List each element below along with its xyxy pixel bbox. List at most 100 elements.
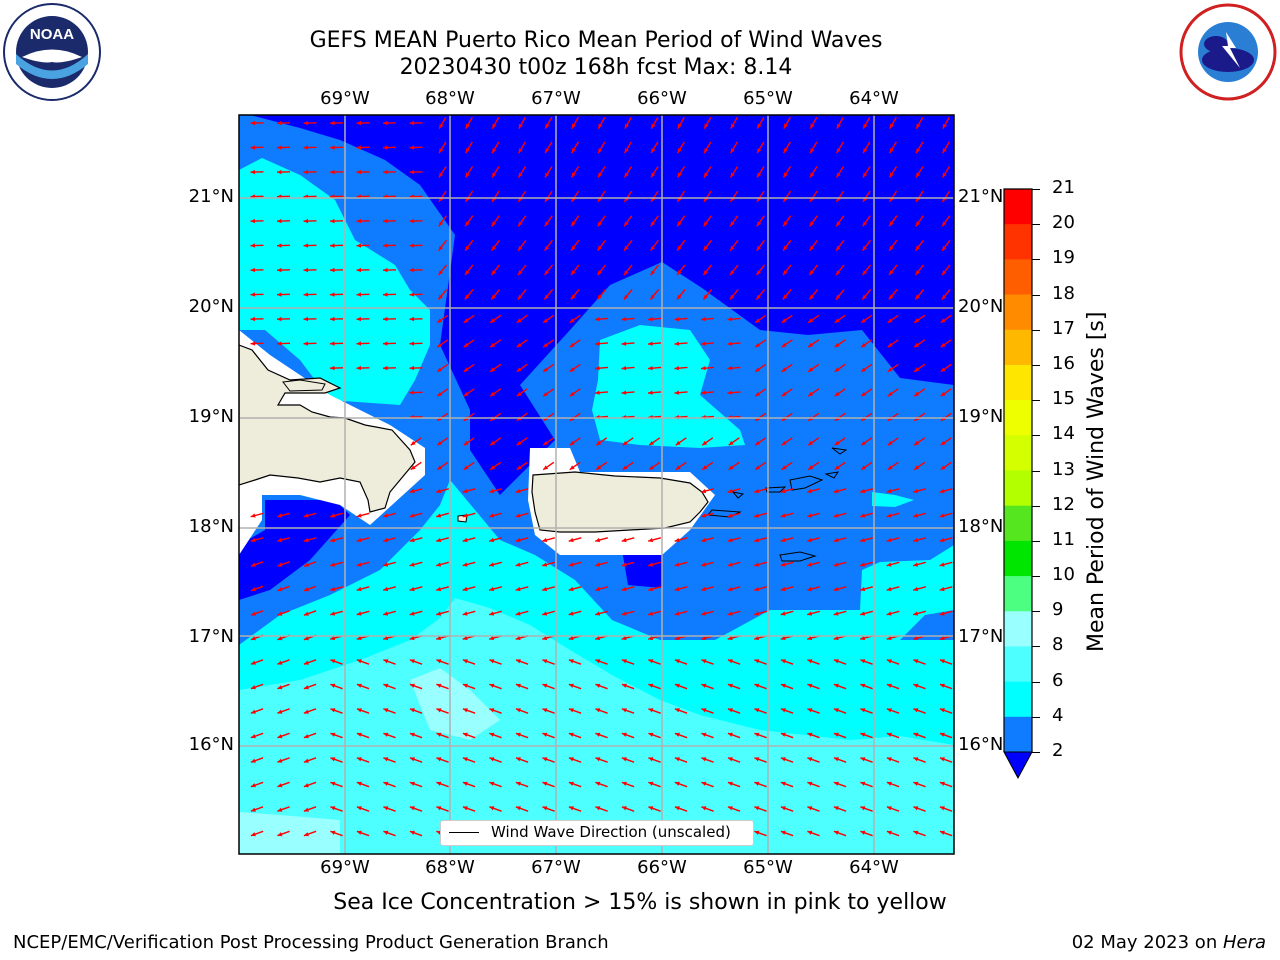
- wave-direction-arrowhead: [913, 488, 919, 494]
- wave-direction-arrowhead: [674, 635, 680, 641]
- colorbar-label: Mean Period of Wind Waves [s]: [1084, 311, 1109, 652]
- wave-direction-arrowhead: [490, 318, 496, 323]
- wave-direction-arrowhead: [489, 708, 495, 713]
- wave-direction-arrowhead: [303, 587, 309, 592]
- wave-direction-arrowhead: [409, 635, 415, 641]
- wave-direction-arrowhead: [913, 683, 919, 688]
- colorbar-tick-label: 8: [1052, 634, 1064, 656]
- land-islet: [831, 447, 848, 455]
- wave-direction-arrowhead: [650, 294, 655, 300]
- wave-direction-arrowhead: [409, 611, 415, 616]
- wave-direction-arrowhead: [886, 537, 892, 543]
- wave-direction-arrowhead: [515, 757, 521, 762]
- wave-direction-arrowhead: [303, 611, 309, 616]
- wave-direction-arrowhead: [489, 781, 495, 786]
- wave-direction-arrowhead: [436, 683, 442, 688]
- wave-direction-arrowhead: [727, 366, 733, 371]
- wave-direction-arrowhead: [383, 659, 389, 664]
- wave-direction-arrowhead: [517, 294, 523, 300]
- wave-direction-arrowhead: [462, 611, 468, 616]
- wave-direction-arrowhead: [782, 294, 788, 300]
- wave-direction-arrowhead: [836, 148, 841, 154]
- colorbar-segment: [1004, 189, 1032, 225]
- wave-direction-arrowhead: [330, 513, 336, 518]
- wave-direction-arrowhead: [595, 659, 601, 664]
- wave-direction-arrowhead: [356, 120, 362, 126]
- wave-direction-arrowhead: [834, 342, 840, 348]
- colorbar-under-triangle: [1003, 751, 1033, 780]
- wave-direction-arrowhead: [624, 221, 629, 227]
- wave-direction-arrowhead: [624, 245, 629, 251]
- wave-direction-arrowhead: [783, 172, 788, 178]
- wave-direction-arrowhead: [861, 318, 867, 323]
- chart-title-line2: 20230430 t00z 168h fcst Max: 8.14: [399, 55, 793, 80]
- wave-direction-arrowhead: [277, 758, 283, 763]
- wave-direction-arrowhead: [807, 488, 813, 494]
- wave-direction-arrowhead: [915, 245, 920, 251]
- wave-direction-arrowhead: [409, 169, 415, 175]
- colorbar-tick-mark: [1032, 329, 1040, 331]
- wave-direction-arrowhead: [674, 317, 680, 322]
- wave-direction-arrowhead: [303, 783, 309, 788]
- wave-direction-arrowhead: [939, 806, 945, 811]
- wave-direction-arrowhead: [489, 488, 495, 494]
- wave-direction-arrowhead: [356, 562, 362, 567]
- wave-direction-arrowhead: [303, 832, 309, 837]
- wave-direction-arrowhead: [650, 245, 655, 251]
- wave-direction-arrowhead: [465, 123, 470, 129]
- wave-direction-arrowhead: [436, 806, 442, 811]
- wave-direction-arrowhead: [648, 732, 654, 737]
- wave-direction-arrowhead: [939, 708, 945, 713]
- wave-direction-arrowhead: [861, 440, 867, 446]
- wave-direction-arrowhead: [833, 513, 839, 518]
- wave-direction-arrowhead: [436, 586, 442, 592]
- wave-direction-arrowhead: [651, 123, 656, 129]
- wave-direction-arrowhead: [648, 708, 654, 713]
- wave-direction-arrowhead: [676, 294, 682, 300]
- wave-direction-arrowhead: [833, 488, 839, 494]
- wave-direction-arrowhead: [889, 123, 894, 129]
- wave-direction-arrowhead: [356, 243, 362, 248]
- wave-direction-arrowhead: [727, 806, 733, 811]
- wave-direction-arrowhead: [465, 245, 470, 251]
- wave-direction-arrowhead: [860, 806, 866, 811]
- wave-direction-arrowhead: [250, 120, 256, 126]
- wave-direction-arrowhead: [913, 757, 919, 762]
- wave-direction-arrowhead: [462, 781, 468, 786]
- wave-direction-arrowhead: [701, 317, 706, 322]
- wave-direction-arrowhead: [542, 732, 548, 737]
- wave-direction-arrowhead: [515, 708, 521, 713]
- wave-direction-arrowhead: [677, 221, 682, 227]
- footer-branch: NCEP/EMC/Verification Post Processing Pr…: [13, 932, 609, 953]
- wave-direction-arrowhead: [727, 317, 733, 322]
- wave-direction-arrowhead: [781, 391, 787, 397]
- wave-direction-arrowhead: [568, 708, 574, 713]
- wave-direction-arrowhead: [489, 757, 495, 762]
- wave-direction-arrowhead: [542, 611, 548, 616]
- wave-direction-arrowhead: [515, 781, 521, 786]
- wave-direction-arrowhead: [727, 513, 733, 518]
- wave-direction-arrowhead: [490, 440, 496, 446]
- colorbar-segment: [1004, 435, 1032, 471]
- wave-direction-arrowhead: [754, 806, 760, 811]
- wave-direction-arrowhead: [621, 659, 627, 664]
- wave-direction-arrowhead: [833, 830, 839, 835]
- wave-direction-arrowhead: [383, 635, 389, 641]
- wave-direction-arrowhead: [568, 781, 574, 786]
- wave-direction-arrowhead: [543, 342, 549, 348]
- lat-label-left: 17°N: [188, 626, 234, 647]
- wave-direction-arrowhead: [250, 832, 256, 837]
- wave-direction-arrowhead: [463, 367, 469, 372]
- wave-direction-arrowhead: [356, 218, 362, 224]
- wave-direction-arrowhead: [674, 732, 680, 737]
- wave-direction-arrowhead: [542, 781, 548, 786]
- wave-direction-arrowhead: [834, 367, 840, 372]
- wave-direction-arrowhead: [437, 342, 443, 348]
- wave-direction-arrowhead: [277, 587, 283, 592]
- wave-direction-arrowhead: [648, 341, 653, 346]
- wave-direction-arrowhead: [756, 245, 761, 251]
- land-islet: [282, 379, 326, 392]
- wave-direction-arrowhead: [783, 123, 788, 129]
- contour-8-9: [410, 668, 500, 740]
- wave-direction-arrowhead: [250, 734, 256, 739]
